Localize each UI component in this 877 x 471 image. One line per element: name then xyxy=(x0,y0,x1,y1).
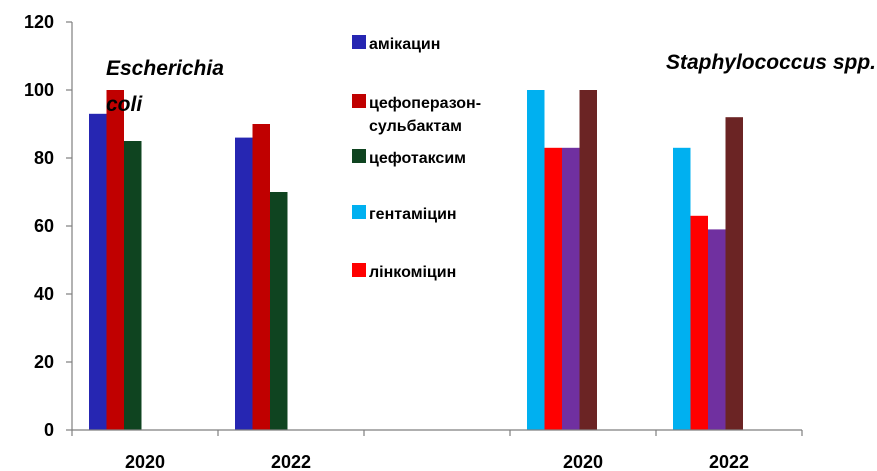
bar-цефотаксим-cat-2 xyxy=(270,192,288,430)
legend-label: лінкоміцин xyxy=(369,264,456,281)
y-tick-label: 20 xyxy=(34,352,54,372)
y-tick-label: 80 xyxy=(34,148,54,168)
bar-амікацин-cat-2 xyxy=(235,137,253,430)
legend-label: цефотаксим xyxy=(369,150,466,167)
legend-swatch xyxy=(352,205,366,219)
bar-series-7-cat-4 xyxy=(579,90,597,430)
legend-label: амікацин xyxy=(369,36,440,53)
legend-swatch xyxy=(352,94,366,108)
bar-лінкоміцин-cat-4 xyxy=(544,147,562,431)
y-tick-label: 60 xyxy=(34,216,54,236)
legend: амікацин цефоперазон-сульбактам цефотаксим… xyxy=(352,35,481,281)
bar-гентаміцин-cat-4 xyxy=(527,90,545,430)
bar-цефоперазон-сульбактам-cat-2 xyxy=(252,124,270,430)
bar-series-6-cat-5 xyxy=(708,229,726,430)
legend-label: гентаміцин xyxy=(369,206,457,223)
bar-series-7-cat-5 xyxy=(725,117,743,430)
x-tick-label: 2022 xyxy=(709,452,749,471)
legend-swatch xyxy=(352,35,366,49)
bar-цефоперазон-сульбактам-cat-1 xyxy=(106,90,124,430)
y-tick-label: 120 xyxy=(24,12,54,32)
bar-амікацин-cat-1 xyxy=(89,113,107,431)
bar-цефотаксим-cat-1 xyxy=(124,141,142,430)
legend-swatch xyxy=(352,263,366,277)
legend-label: цефоперазон- xyxy=(369,95,481,112)
legend-swatch xyxy=(352,149,366,163)
bar-series-6-cat-4 xyxy=(562,147,580,431)
x-tick-label: 2022 xyxy=(271,452,311,471)
axes-layer: 0 20 40 60 80 100 120 2020 2022 2020 2022 xyxy=(24,12,803,471)
x-tick-label: 2020 xyxy=(563,452,603,471)
legend-label: сульбактам xyxy=(369,118,462,135)
group-title: Escherichia xyxy=(106,57,224,80)
annotations: Escherichia coli Staphylococcus spp. xyxy=(106,51,876,116)
group-title: Staphylococcus spp. xyxy=(666,51,876,74)
bar-гентаміцин-cat-5 xyxy=(673,147,691,431)
x-tick-label: 2020 xyxy=(125,452,165,471)
bars-layer xyxy=(89,90,743,431)
y-tick-label: 100 xyxy=(24,80,54,100)
y-tick-label: 40 xyxy=(34,284,54,304)
bar-лінкоміцин-cat-5 xyxy=(690,215,708,430)
y-tick-label: 0 xyxy=(44,420,54,440)
group-title: coli xyxy=(106,93,143,116)
